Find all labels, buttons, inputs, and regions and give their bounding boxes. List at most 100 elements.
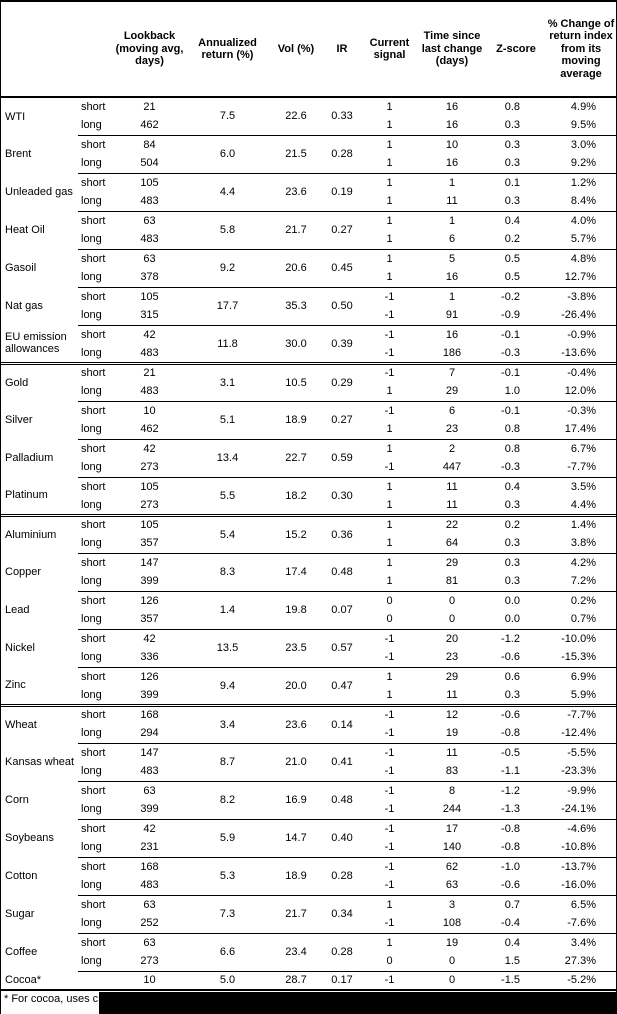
- zscore-value: -0.9: [501, 309, 520, 322]
- table-row: Palladium short 42 13.4 22.7 0.59 1 2 0.8 6.7%: [1, 438, 616, 477]
- lookback-value: 483: [140, 346, 159, 359]
- change-value: 6.5%: [546, 894, 616, 914]
- change-value: 3.5%: [546, 476, 616, 496]
- lookback-value: 357: [140, 537, 159, 550]
- signal-value: -1: [384, 727, 395, 740]
- zscore-value: -1.5: [486, 970, 546, 990]
- annualized-return-value: 9.4: [186, 666, 269, 705]
- zscore-value: 0.2: [504, 233, 520, 246]
- table-row: long 378 1 16 0.5 12.7%: [1, 268, 616, 287]
- annualized-return-value: 5.8: [186, 210, 269, 249]
- zscore-value: -1.2: [486, 628, 546, 648]
- side-label: short: [78, 628, 113, 648]
- change-value: 0.7%: [570, 613, 596, 626]
- lookback-value: 231: [140, 841, 159, 854]
- zscore-value: 0.3: [504, 195, 520, 208]
- side-label: short: [78, 361, 113, 382]
- commodity-name: Sugar: [5, 908, 35, 920]
- annualized-return-value: 3.1: [186, 361, 269, 401]
- change-value: -0.9%: [546, 324, 616, 344]
- commodity-name: Zinc: [5, 679, 26, 692]
- side-label: long: [81, 688, 102, 701]
- time-since-value: 140: [442, 841, 462, 854]
- change-value: -12.4%: [561, 727, 596, 740]
- vol-value: 20.6: [269, 248, 323, 287]
- table-row: long 315 -1 91 -0.9 -26.4%: [1, 306, 616, 325]
- table-row: Lead short 126 1.4 19.8 0.07 0 0 0.0 0.2%: [1, 590, 616, 629]
- change-value: -0.3%: [546, 400, 616, 420]
- cocoa-footnote: * For cocoa, uses c: [4, 993, 99, 1005]
- commodity-name: EU emission allowances: [5, 331, 67, 356]
- vol-value: 23.5: [269, 628, 323, 667]
- change-value: 17.4%: [564, 423, 596, 436]
- zscore-value: 1.0: [504, 385, 520, 398]
- side-label: long: [81, 613, 102, 626]
- ir-value: 0.29: [323, 361, 361, 401]
- ir-value: 0.48: [323, 552, 361, 591]
- signal-value: 1: [361, 932, 418, 952]
- signal-value: 1: [361, 172, 418, 192]
- side-label: long: [81, 309, 102, 322]
- side-label: long: [81, 233, 102, 246]
- signal-value: -1: [361, 856, 418, 876]
- lookback-value: 105: [113, 513, 186, 534]
- signal-value: 1: [361, 248, 418, 268]
- lookback-value: 84: [113, 134, 186, 154]
- zscore-value: 0.8: [486, 438, 546, 458]
- ir-value: 0.14: [323, 703, 361, 743]
- annualized-return-value: 8.2: [186, 780, 269, 819]
- time-since-value: 108: [442, 917, 462, 930]
- time-since-value: 16: [445, 271, 459, 284]
- side-label: long: [81, 423, 102, 436]
- change-value: 1.2%: [546, 172, 616, 192]
- annualized-return-value: 7.5: [219, 110, 236, 123]
- table-row: long 357 0 0 0.0 0.7%: [1, 610, 616, 629]
- table-row: Cotton short 168 5.3 18.9 0.28 -1 62 -1.0 -13.7%: [1, 856, 616, 895]
- table-row: long 483 1 11 0.3 8.4%: [1, 192, 616, 211]
- commodity-name: Heat Oil: [5, 224, 45, 236]
- time-since-value: 16: [445, 119, 459, 132]
- ir-value: 0.47: [323, 666, 361, 705]
- commodity-name: Cotton: [5, 870, 38, 882]
- vol-value: 21.0: [269, 742, 323, 781]
- side-label: short: [78, 513, 113, 534]
- zscore-value: -0.5: [486, 742, 546, 762]
- header-ir: IR: [323, 2, 361, 98]
- zscore-value: 0.8: [504, 101, 520, 113]
- lookback-value: 105: [113, 286, 186, 306]
- ir-value: 0.36: [323, 513, 361, 553]
- table-row: long 399 -1 244 -1.3 -24.1%: [1, 800, 616, 819]
- header-vol: Vol (%): [269, 2, 323, 98]
- time-since-value: 17: [418, 818, 486, 838]
- ir-value: 0.28: [323, 134, 361, 173]
- commodity-name: Aluminium: [1, 513, 78, 553]
- commodity-name: Platinum: [5, 489, 48, 502]
- vol-value: 21.7: [269, 210, 323, 249]
- signal-value: -1: [384, 651, 395, 664]
- signal-value: -1: [361, 703, 418, 724]
- lookback-value: 63: [113, 894, 186, 914]
- zscore-value: 0.4: [486, 476, 546, 496]
- lookback-value: 483: [140, 879, 159, 892]
- change-value: -5.2%: [546, 970, 616, 990]
- change-value: 12.0%: [564, 385, 596, 398]
- time-since-value: 16: [445, 101, 459, 113]
- change-value: -9.9%: [546, 780, 616, 800]
- lookback-value: 252: [140, 917, 159, 930]
- change-value: 4.9%: [570, 101, 596, 113]
- change-value: -26.4%: [561, 309, 596, 322]
- zscore-value: -0.6: [501, 651, 520, 664]
- table-row: Platinum short 105 5.5 18.2 0.30 1 11 0.4 3.5%: [1, 476, 616, 515]
- table-row: long 294 -1 19 -0.8 -12.4%: [1, 724, 616, 743]
- side-label: short: [78, 856, 113, 876]
- signal-value: -1: [384, 917, 395, 930]
- ir-value: 0.50: [323, 286, 361, 325]
- time-since-value: 81: [445, 575, 459, 588]
- lookback-value: 126: [113, 590, 186, 610]
- ir-value: 0.39: [323, 324, 361, 363]
- side-label: long: [81, 879, 102, 892]
- lookback-value: 42: [113, 324, 186, 344]
- vol-value: 15.2: [269, 513, 323, 553]
- table-row: long 273 1 11 0.3 4.4%: [1, 496, 616, 515]
- signal-value: 1: [386, 195, 393, 208]
